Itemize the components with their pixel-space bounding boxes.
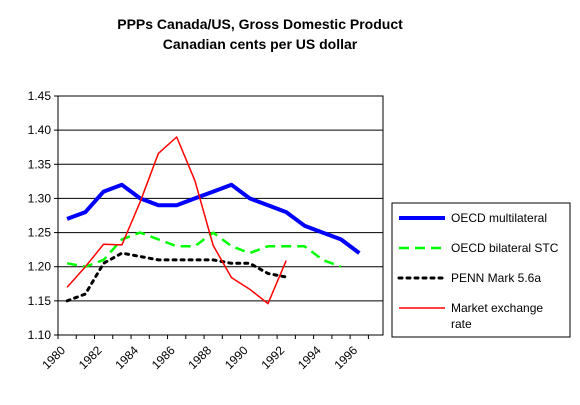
y-tick-label: 1.40	[28, 123, 52, 137]
x-tick-label: 1986	[149, 343, 178, 372]
x-tick-label: 1994	[295, 343, 324, 372]
x-tick-label: 1988	[185, 343, 214, 372]
y-tick-label: 1.15	[28, 294, 52, 308]
y-tick-label: 1.35	[28, 157, 52, 171]
x-tick-label: 1984	[112, 343, 141, 372]
legend: OECD multilateral OECD bilateral STC PENN …	[391, 202, 571, 338]
legend-label: PENN Mark 5.6a	[451, 271, 541, 285]
series-line-1	[66, 182, 361, 255]
y-tick-label: 1.45	[28, 89, 52, 103]
legend-box	[391, 202, 571, 338]
y-axis: 1.10 1.15 1.20 1.25 1.30 1.35 1.40 1.45	[28, 89, 58, 342]
series-line-2	[66, 231, 342, 268]
y-tick-label: 1.30	[28, 191, 52, 205]
series-lines	[65, 136, 361, 305]
legend-label: OECD multilateral	[451, 211, 547, 225]
x-tick-label: 1990	[222, 343, 251, 372]
legend-label: Market exchange rate	[451, 301, 543, 331]
x-axis: 1980 1982 1984 1986 1988 1990 1992 1994 1996	[39, 335, 369, 372]
series-line-4	[66, 136, 287, 305]
plot-area	[57, 95, 384, 336]
x-tick-label: 1980	[39, 343, 68, 372]
x-tick-label: 1982	[76, 343, 105, 372]
y-tick-label: 1.25	[28, 226, 52, 240]
chart-title: PPPs Canada/US, Gross Domestic Product	[117, 16, 403, 32]
legend-label: OECD bilateral STC	[451, 241, 559, 255]
y-tick-label: 1.10	[28, 328, 52, 342]
series-line-3	[65, 251, 288, 303]
chart-subtitle: Canadian cents per US dollar	[162, 36, 358, 52]
y-tick-label: 1.20	[28, 260, 52, 274]
x-tick-label: 1996	[331, 343, 360, 372]
gridlines	[58, 129, 383, 302]
x-tick-label: 1992	[258, 343, 287, 372]
